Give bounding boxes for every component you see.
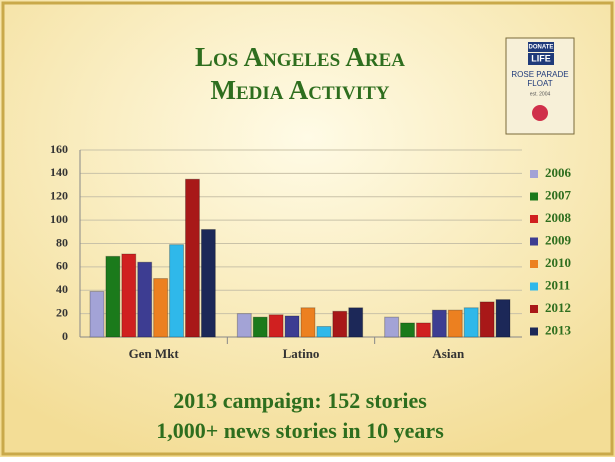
y-tick-label: 60 <box>56 259 68 273</box>
legend-swatch <box>530 215 538 223</box>
legend-label: 2009 <box>545 232 572 247</box>
y-tick-label: 100 <box>50 212 68 226</box>
x-tick-label: Gen Mkt <box>129 346 180 361</box>
legend-swatch <box>530 327 538 336</box>
logo-text: FLOAT <box>527 79 552 88</box>
bar <box>431 309 447 338</box>
bar <box>463 307 479 338</box>
x-tick-label: Latino <box>283 346 320 361</box>
chart-title: Media Activity <box>210 75 389 105</box>
chart-title: Los Angeles Area <box>195 42 405 72</box>
legend-label: 2011 <box>545 277 570 292</box>
logo-band <box>528 53 554 65</box>
y-tick-label: 140 <box>50 165 68 179</box>
bar <box>348 307 364 338</box>
bar <box>332 310 348 338</box>
legend-swatch <box>530 192 538 201</box>
bar <box>200 228 216 338</box>
legend-label: 2012 <box>545 300 571 315</box>
y-tick-label: 160 <box>50 142 68 156</box>
annotation: 1,000+ news stories in 10 years <box>156 418 444 443</box>
logo-text: DONATE <box>529 45 554 51</box>
x-tick-label: Asian <box>432 346 465 361</box>
legend-swatch <box>530 260 538 268</box>
bar <box>236 313 252 338</box>
bar <box>169 244 184 338</box>
logo-rose <box>532 105 548 121</box>
logo: DONATE LIFE ROSE PARADE FLOAT est. 2004 <box>505 37 575 135</box>
y-tick-label: 20 <box>56 305 68 319</box>
bar <box>447 309 463 338</box>
bar <box>89 290 105 338</box>
logo-text: est. 2004 <box>530 91 551 97</box>
legend-swatch <box>530 282 538 291</box>
y-tick-label: 80 <box>56 235 68 249</box>
bar <box>479 301 495 338</box>
bar <box>105 255 121 338</box>
annotation: 2013 campaign: 152 stories <box>173 388 427 413</box>
logo-band <box>528 42 554 52</box>
bar <box>400 322 416 338</box>
legend-label: 2006 <box>545 165 572 180</box>
y-tick-label: 40 <box>56 282 68 296</box>
bar <box>495 299 511 338</box>
legend-label: 2013 <box>545 322 572 337</box>
bar <box>252 316 268 338</box>
legend-label: 2007 <box>545 187 572 202</box>
bar <box>121 253 137 338</box>
legend-swatch <box>530 237 538 246</box>
bar <box>284 315 300 338</box>
legend-label: 2010 <box>545 255 571 270</box>
bar <box>137 261 153 338</box>
bar <box>185 178 200 338</box>
legend-swatch <box>530 305 538 313</box>
y-tick-label: 120 <box>50 189 68 203</box>
bar <box>268 314 284 338</box>
bar <box>384 316 400 338</box>
legend-swatch <box>530 170 538 178</box>
bar <box>153 278 169 338</box>
logo-text: ROSE PARADE <box>511 70 568 79</box>
bar <box>300 307 316 338</box>
legend-label: 2008 <box>545 210 572 225</box>
y-tick-label: 0 <box>62 329 68 343</box>
bar <box>416 322 431 338</box>
bar <box>316 325 332 338</box>
logo-text: LIFE <box>531 53 551 63</box>
